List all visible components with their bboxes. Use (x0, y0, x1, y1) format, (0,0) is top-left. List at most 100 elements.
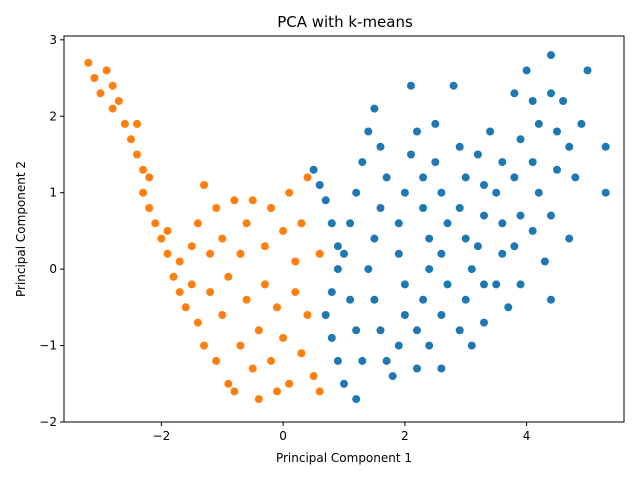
scatter-point-s0-60 (467, 265, 476, 274)
scatter-point-s0-48 (437, 311, 446, 319)
y-tick-label-2: 0 (49, 262, 57, 276)
scatter-point-s1-0 (84, 58, 93, 67)
scatter-point-s1-37 (230, 196, 239, 205)
scatter-point-s0-71 (498, 158, 507, 167)
y-tick-label-3: 1 (49, 186, 57, 200)
y-tick-label-1: −1 (39, 339, 57, 353)
scatter-point-s0-79 (516, 211, 525, 220)
scatter-point-s1-46 (254, 326, 263, 335)
scatter-point-s0-84 (522, 66, 531, 75)
scatter-point-s1-30 (206, 249, 215, 258)
scatter-point-s1-63 (309, 372, 318, 381)
scatter-point-s0-28 (382, 356, 391, 365)
y-axis-label: Principal Component 2 (14, 161, 28, 297)
scatter-point-s0-13 (352, 326, 361, 335)
scatter-point-s0-26 (370, 295, 379, 304)
scatter-point-s0-96 (559, 97, 568, 105)
scatter-point-s1-17 (163, 249, 172, 258)
scatter-point-s0-94 (547, 89, 555, 98)
scatter-point-s0-56 (455, 142, 464, 151)
scatter-point-s0-29 (388, 372, 397, 381)
scatter-point-s1-20 (175, 257, 184, 266)
scatter-point-s0-97 (565, 142, 574, 151)
scatter-point-s0-72 (492, 188, 501, 197)
scatter-point-s0-34 (394, 219, 403, 228)
x-axis-label: Principal Component 1 (276, 451, 412, 465)
scatter-point-s0-36 (407, 150, 415, 159)
y-axis-ticks: −2 −1 0 1 2 3 (39, 33, 64, 429)
scatter-point-s1-26 (193, 318, 202, 327)
scatter-point-s1-22 (181, 303, 190, 312)
scatter-point-s0-73 (498, 219, 507, 228)
scatter-point-s0-80 (510, 173, 519, 182)
scatter-point-s0-41 (425, 234, 434, 243)
scatter-point-s1-5 (108, 104, 117, 113)
scatter-point-s1-57 (291, 257, 300, 266)
scatter-point-s1-42 (242, 219, 251, 228)
x-axis-ticks: −2 0 2 4 (153, 422, 530, 443)
scatter-point-s1-58 (291, 288, 300, 297)
scatter-point-s1-60 (297, 349, 306, 358)
scatter-point-s1-27 (200, 341, 208, 350)
scatter-point-s0-37 (407, 81, 415, 90)
scatter-point-s1-25 (193, 219, 202, 228)
scatter-point-s0-89 (540, 257, 549, 266)
scatter-point-s1-36 (224, 272, 233, 281)
scatter-point-s0-49 (443, 280, 452, 289)
scatter-point-s1-56 (285, 188, 294, 197)
y-tick-label-0: −2 (39, 415, 57, 429)
scatter-point-s1-18 (163, 226, 172, 235)
scatter-point-s0-83 (528, 97, 537, 105)
scatter-point-s1-24 (187, 242, 196, 251)
scatter-point-s0-18 (358, 158, 367, 167)
scatter-point-s0-47 (437, 364, 446, 373)
scatter-point-s0-66 (473, 242, 482, 251)
scatter-point-s1-45 (254, 395, 263, 404)
y-tick-label-4: 2 (49, 109, 57, 123)
scatter-point-s0-78 (510, 242, 519, 251)
scatter-point-s1-13 (145, 173, 154, 182)
scatter-point-s0-2 (321, 196, 330, 205)
scatter-point-s1-62 (303, 311, 312, 319)
scatter-point-s1-31 (212, 356, 221, 365)
scatter-point-s1-8 (127, 135, 135, 144)
points-layer (84, 51, 610, 404)
scatter-point-s1-53 (279, 226, 288, 235)
scatter-point-s0-6 (327, 288, 336, 297)
scatter-point-s0-93 (553, 127, 561, 136)
scatter-point-s0-22 (382, 173, 391, 182)
scatter-point-s0-62 (455, 326, 464, 335)
scatter-point-s0-65 (480, 280, 488, 289)
scatter-point-s0-19 (364, 127, 373, 136)
scatter-point-s1-64 (315, 387, 324, 396)
scatter-point-s0-42 (425, 265, 434, 274)
scatter-point-s0-55 (449, 81, 458, 90)
scatter-point-s1-23 (187, 280, 196, 289)
y-tick-label-5: 3 (49, 33, 57, 47)
scatter-point-s0-68 (480, 181, 488, 189)
scatter-point-s0-103 (601, 142, 610, 151)
scatter-point-s0-70 (486, 127, 495, 136)
scatter-point-s0-27 (376, 326, 385, 335)
scatter-point-s0-1 (315, 181, 324, 189)
scatter-point-s0-75 (492, 280, 501, 289)
scatter-point-s0-54 (431, 119, 440, 128)
scatter-point-s0-39 (419, 173, 428, 182)
scatter-point-s0-21 (376, 142, 385, 151)
scatter-point-s0-102 (601, 188, 610, 197)
scatter-point-s0-35 (400, 188, 409, 197)
scatter-point-s0-88 (528, 226, 537, 235)
scatter-point-s0-15 (340, 249, 348, 258)
scatter-point-s0-10 (340, 379, 348, 388)
scatter-point-s0-30 (394, 341, 403, 350)
scatter-point-s1-65 (315, 249, 324, 258)
plot-frame (63, 35, 625, 423)
scatter-point-s0-9 (333, 356, 342, 365)
scatter-point-s0-81 (516, 135, 525, 144)
scatter-point-s1-43 (248, 364, 257, 373)
scatter-point-s1-44 (248, 196, 257, 205)
scatter-point-s1-41 (242, 295, 251, 304)
scatter-point-s1-19 (169, 272, 178, 281)
scatter-point-s1-7 (120, 119, 129, 128)
scatter-point-s1-49 (267, 204, 275, 212)
